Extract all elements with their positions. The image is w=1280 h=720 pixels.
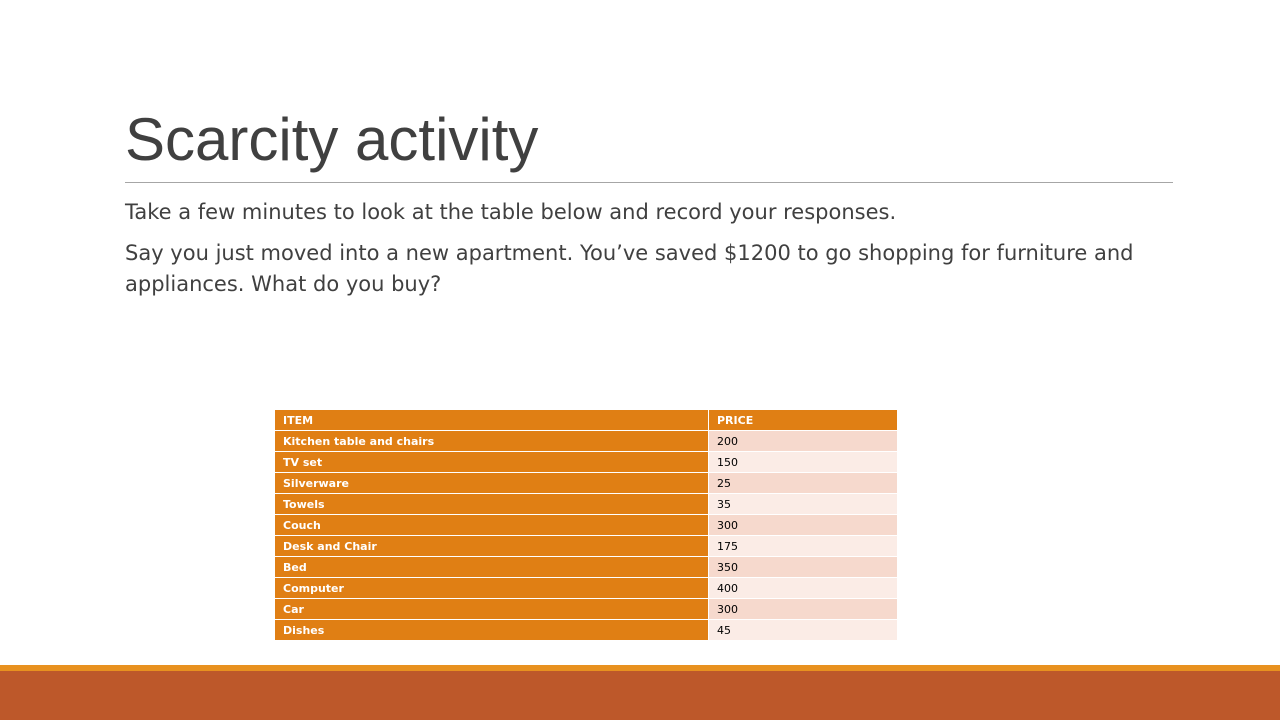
price-cell: 35 <box>708 493 898 515</box>
table-row: Desk and Chair 175 <box>274 535 898 557</box>
table-row: Couch 300 <box>274 514 898 536</box>
slide-title: Scarcity activity <box>125 106 539 173</box>
item-cell: Desk and Chair <box>274 535 709 557</box>
table-row: Bed 350 <box>274 556 898 578</box>
price-cell: 300 <box>708 514 898 536</box>
price-cell: 400 <box>708 577 898 599</box>
item-cell: Towels <box>274 493 709 515</box>
item-cell: Computer <box>274 577 709 599</box>
table-row: Dishes 45 <box>274 619 898 641</box>
table-row: Towels 35 <box>274 493 898 515</box>
footer-accent-line <box>0 665 1280 671</box>
price-cell: 150 <box>708 451 898 473</box>
item-cell: Dishes <box>274 619 709 641</box>
price-cell: 200 <box>708 430 898 452</box>
column-header-price: PRICE <box>708 409 898 431</box>
item-cell: TV set <box>274 451 709 473</box>
table-row: Computer 400 <box>274 577 898 599</box>
table-row: Silverware 25 <box>274 472 898 494</box>
item-cell: Kitchen table and chairs <box>274 430 709 452</box>
instruction-paragraph: Take a few minutes to look at the table … <box>125 200 897 224</box>
item-cell: Car <box>274 598 709 620</box>
table-row: Car 300 <box>274 598 898 620</box>
table-row: TV set 150 <box>274 451 898 473</box>
scenario-paragraph: Say you just moved into a new apartment.… <box>125 241 1134 296</box>
price-table: ITEM PRICE Kitchen table and chairs 200 … <box>274 409 898 641</box>
price-cell: 175 <box>708 535 898 557</box>
title-divider <box>125 182 1173 183</box>
slide-body: Take a few minutes to look at the table … <box>125 197 1185 310</box>
table-row: Kitchen table and chairs 200 <box>274 430 898 452</box>
item-cell: Couch <box>274 514 709 536</box>
table-header-row: ITEM PRICE <box>274 409 898 431</box>
item-cell: Silverware <box>274 472 709 494</box>
price-cell: 350 <box>708 556 898 578</box>
footer-band <box>0 671 1280 720</box>
price-cell: 300 <box>708 598 898 620</box>
price-cell: 45 <box>708 619 898 641</box>
column-header-item: ITEM <box>274 409 709 431</box>
item-cell: Bed <box>274 556 709 578</box>
price-cell: 25 <box>708 472 898 494</box>
